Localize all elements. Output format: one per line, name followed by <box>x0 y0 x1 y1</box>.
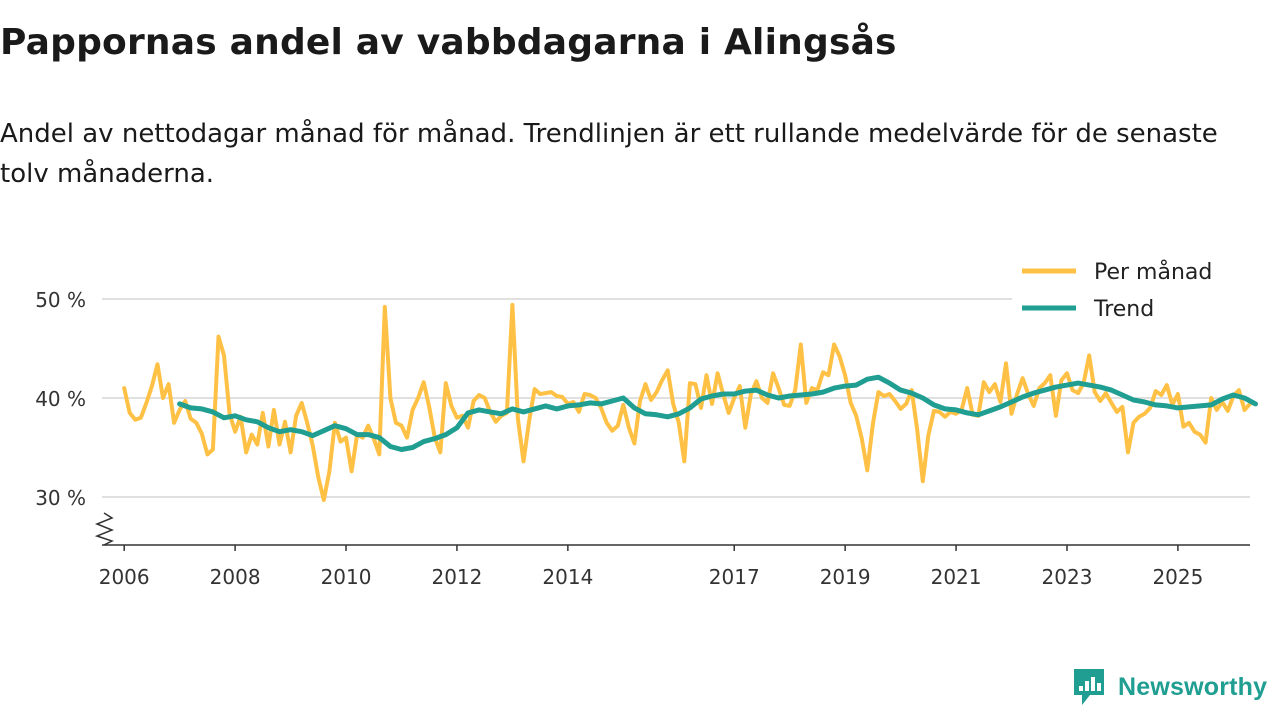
grid-lines <box>102 298 1250 498</box>
y-tick-labels: 30 % 40 % 50 % <box>35 288 86 510</box>
legend-label: Per månad <box>1094 259 1212 285</box>
x-tick-label: 2014 <box>542 565 593 589</box>
x-tick-label: 2019 <box>820 565 871 589</box>
x-tick-label: 2021 <box>931 565 982 589</box>
chart-title: Pappornas andel av vabbdagarna i Alingså… <box>0 22 897 63</box>
y-tick-label: 40 % <box>35 387 86 411</box>
x-tick-label: 2012 <box>431 565 482 589</box>
x-tick-label: 2010 <box>321 565 372 589</box>
brand-name: Newsworthy <box>1118 672 1268 701</box>
x-tick-label: 2023 <box>1042 565 1093 589</box>
y-tick-label: 50 % <box>35 288 86 312</box>
legend-label: Trend <box>1093 297 1154 322</box>
legend-background <box>1012 254 1250 328</box>
series-line-per-manad <box>122 302 1252 502</box>
series-line-trend <box>177 374 1258 452</box>
chart-subtitle: Andel av nettodagar månad för månad. Tre… <box>0 119 1218 189</box>
x-axis <box>94 512 1250 551</box>
axis-break-icon <box>94 512 115 546</box>
series-lines <box>122 302 1258 502</box>
legend: Per månad Trend <box>1012 254 1250 328</box>
line-chart: 30 % 40 % 50 % 2006 2008 2010 2012 2014 2017 201… <box>35 254 1258 589</box>
x-tick-label: 2008 <box>210 565 261 589</box>
x-tick-label: 2017 <box>709 565 760 589</box>
y-tick-label: 30 % <box>35 486 86 510</box>
newsworthy-logo-icon <box>1074 669 1104 705</box>
x-tick-label: 2025 <box>1152 565 1203 589</box>
x-tick-labels: 2006 2008 2010 2012 2014 2017 2019 2021 2023 2025 <box>99 565 1204 589</box>
x-tick-label: 2006 <box>99 565 150 589</box>
newsworthy-brand[interactable]: Newsworthy <box>1072 667 1267 707</box>
